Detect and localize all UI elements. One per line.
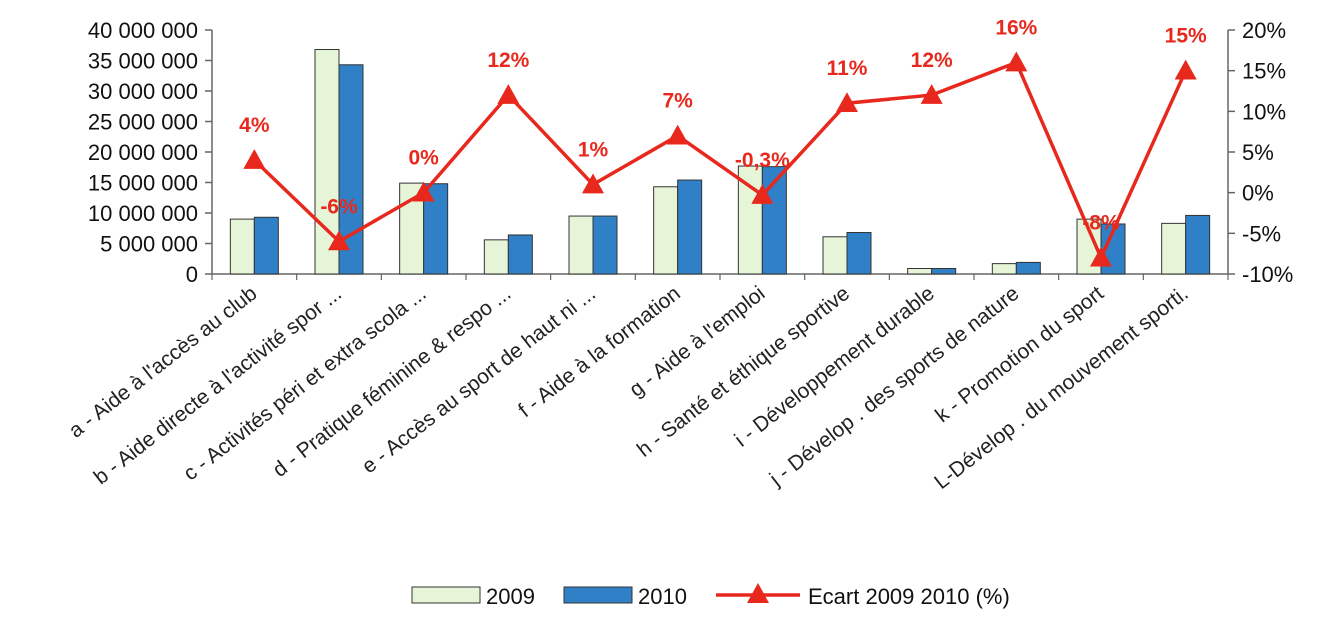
right-tick-label: -10% (1242, 262, 1293, 287)
left-tick-label: 35 000 000 (88, 49, 198, 74)
bar-2010 (1015, 261, 1041, 275)
ecart-marker (836, 92, 858, 112)
bar-2009 (229, 218, 255, 275)
ecart-marker (920, 84, 943, 104)
ecart-marker (751, 184, 774, 204)
ecart-data-label: 16% (995, 17, 1037, 40)
ecart-data-label: 11% (827, 57, 868, 80)
ecart-marker (1005, 51, 1028, 72)
bar-2010 (1185, 214, 1211, 275)
ecart-marker (582, 173, 604, 194)
ecart-data-label: -8% (1082, 212, 1120, 235)
ecart-line (253, 60, 1188, 263)
ecart-data-label: 7% (662, 90, 693, 113)
legend-swatch-2010 (563, 586, 633, 604)
bar-2010 (931, 268, 957, 275)
left-tick-label: 15 000 000 (88, 171, 198, 196)
left-tick-label: 30 000 000 (88, 79, 198, 104)
bar-2010 (507, 234, 533, 275)
ecart-marker (497, 84, 520, 104)
right-tick-label: -5% (1242, 221, 1281, 246)
bar-2009 (907, 268, 933, 275)
left-tick-label: 20 000 000 (88, 140, 198, 165)
left-tick-label: 10 000 000 (88, 201, 198, 226)
left-tick-label: 0 (186, 262, 198, 287)
bar-2009 (483, 239, 509, 275)
bar-2009 (991, 263, 1017, 275)
bar-2009 (1161, 222, 1187, 275)
ecart-data-label: 12% (911, 49, 953, 72)
ecart-data-label: 4% (239, 114, 270, 137)
legend-marker (747, 583, 769, 603)
ecart-marker (1090, 246, 1112, 267)
ecart-data-label: 0% (408, 147, 439, 170)
ecart-marker (412, 181, 435, 202)
left-tick-label: 25 000 000 (88, 110, 198, 135)
category-label: f - Aide à la formation (514, 282, 685, 422)
bar-2009 (653, 186, 679, 275)
bar-2009 (822, 236, 848, 275)
legend-swatch-2009 (411, 586, 481, 604)
bar-2010 (846, 232, 872, 275)
left-tick-label: 40 000 000 (88, 18, 198, 43)
bar-2009 (737, 165, 763, 275)
bar-2010 (592, 215, 618, 275)
ecart-data-label: -6% (320, 195, 358, 218)
legend-label: 2010 (638, 584, 687, 609)
right-tick-label: 15% (1242, 59, 1286, 84)
right-tick-label: 20% (1242, 18, 1286, 43)
ecart-marker (243, 149, 266, 169)
legend-label: 2009 (486, 584, 535, 609)
ecart-marker (328, 230, 350, 251)
ecart-data-label: 1% (578, 139, 609, 162)
right-tick-label: 0% (1242, 181, 1274, 206)
right-tick-label: 10% (1242, 99, 1286, 124)
ecart-data-label: 12% (487, 49, 529, 72)
ecart-data-label: 15% (1165, 25, 1207, 48)
ecart-data-label: -0,3% (735, 149, 790, 172)
ecart-marker (666, 124, 689, 145)
bar-2010 (677, 179, 703, 275)
ecart-marker (1174, 59, 1197, 80)
bar-2009 (568, 215, 594, 275)
legend-label: Ecart 2009 2010 (%) (808, 584, 1010, 609)
bar-2010 (253, 216, 279, 275)
left-tick-label: 5 000 000 (100, 232, 198, 257)
right-tick-label: 5% (1242, 140, 1274, 165)
